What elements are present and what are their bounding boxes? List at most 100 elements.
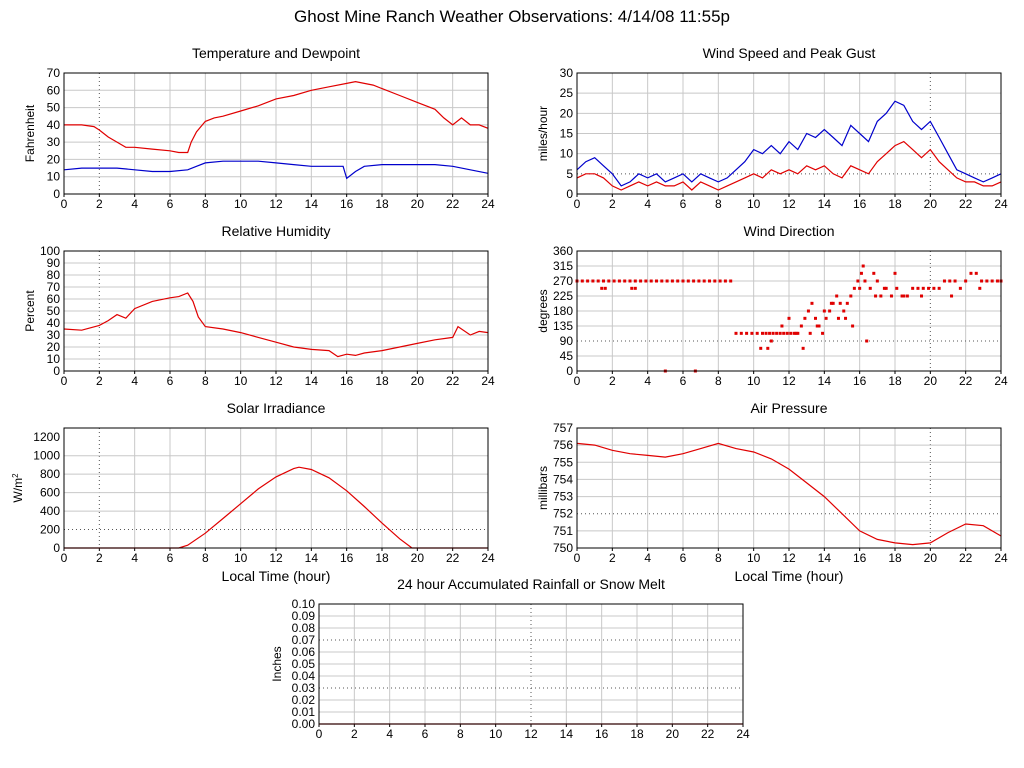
dir-xtick-label: 0: [574, 374, 581, 388]
rh-ytick-label: 20: [47, 340, 61, 354]
dir-point: [686, 279, 690, 283]
dir-ytick-label: 0: [566, 364, 573, 378]
wind-xtick-label: 10: [747, 197, 761, 211]
dir-point: [905, 294, 909, 298]
dir-point: [665, 279, 669, 283]
dir-ytick-label: 180: [553, 304, 573, 318]
dir-point: [780, 324, 784, 328]
dir-point: [789, 331, 793, 335]
dir-point: [794, 331, 798, 335]
temp-ytick-label: 40: [47, 118, 61, 132]
dir-point: [810, 301, 814, 305]
rh-ytick-label: 30: [47, 328, 61, 342]
dir-point: [803, 316, 807, 320]
temp-ytick-label: 70: [47, 66, 61, 80]
pressure-ytick-label: 756: [553, 438, 573, 452]
temp-ytick-label: 60: [47, 83, 61, 97]
rain-ytick-label: 0.00: [292, 717, 316, 731]
dir-point: [799, 324, 803, 328]
dir-point: [865, 339, 869, 343]
dir-xtick-label: 18: [888, 374, 902, 388]
dir-point: [771, 331, 775, 335]
wind-xtick-label: 6: [680, 197, 687, 211]
wind-xtick-label: 18: [888, 197, 902, 211]
dir-point: [596, 279, 600, 283]
solar-ytick-label: 1000: [33, 449, 60, 463]
dir-point: [824, 316, 828, 320]
temp-series-line: [64, 80, 489, 154]
wind-xtick-label: 22: [959, 197, 973, 211]
pressure-xtick-label: 4: [644, 551, 651, 565]
dir-point: [920, 294, 923, 298]
dir-point: [745, 331, 749, 335]
dir-point: [932, 286, 936, 290]
temp-xtick-label: 0: [61, 197, 68, 211]
temp-ytick-label: 30: [47, 135, 61, 149]
dir-point: [785, 331, 789, 335]
dir-point: [660, 279, 664, 283]
dir-point: [953, 279, 957, 283]
dir-frame: [576, 250, 1002, 372]
dir-point: [838, 301, 842, 305]
pressure-xtick-label: 16: [853, 551, 867, 565]
solar-xtick-label: 22: [446, 551, 460, 565]
rh-xtick-label: 12: [269, 374, 283, 388]
dir-point: [623, 279, 627, 283]
dir-point: [842, 309, 846, 313]
solar-frame: [63, 427, 489, 549]
rh-series-line: [63, 292, 489, 358]
temp-xtick-label: 2: [96, 197, 103, 211]
dir-point: [895, 286, 899, 290]
dir-point: [817, 324, 821, 328]
rh-ytick-label: 10: [47, 352, 61, 366]
dir-point: [586, 279, 590, 283]
dir-point: [739, 331, 743, 335]
pressure-xtick-label: 24: [994, 551, 1008, 565]
rain-ytick-label: 0.09: [292, 609, 316, 623]
wind-xtick-label: 24: [994, 197, 1008, 211]
dir-point: [828, 309, 832, 313]
rh-xtick-label: 2: [96, 374, 103, 388]
pressure-ytick-label: 755: [553, 455, 573, 469]
dir-point: [796, 331, 800, 335]
dir-point: [958, 286, 962, 290]
solar-series-line: [64, 466, 488, 549]
temp-ytick-label: 0: [53, 187, 60, 201]
wind-xtick-label: 0: [574, 197, 581, 211]
wind-xtick-label: 20: [924, 197, 938, 211]
temp-series-line: [63, 160, 489, 180]
dir-xtick-label: 6: [680, 374, 687, 388]
temp-xtick-label: 10: [234, 197, 248, 211]
solar-xtick-label: 0: [61, 551, 68, 565]
dir-point: [948, 279, 952, 283]
rain-xtick-label: 2: [351, 727, 358, 741]
dir-point: [900, 294, 904, 298]
dir-point: [718, 279, 722, 283]
rain-ytick-label: 0.04: [292, 669, 316, 683]
dir-point: [676, 279, 680, 283]
dir-point: [734, 331, 738, 335]
dir-point: [692, 279, 696, 283]
rain-xtick-label: 4: [386, 727, 393, 741]
dir-point: [815, 324, 819, 328]
dir-point: [964, 279, 968, 283]
solar-xtick-label: 10: [234, 551, 248, 565]
wind-xtick-label: 4: [644, 197, 651, 211]
dir-point: [764, 331, 768, 335]
dir-point: [852, 286, 856, 290]
dir-point: [612, 279, 616, 283]
dir-point: [670, 279, 674, 283]
pressure-xtick-label: 14: [818, 551, 832, 565]
dir-point: [787, 316, 791, 320]
wind-xtick-label: 12: [782, 197, 796, 211]
dir-point: [969, 271, 973, 275]
solar-xtick-label: 8: [202, 551, 209, 565]
dir-ytick-label: 135: [553, 319, 573, 333]
rain-xtick-label: 0: [316, 727, 323, 741]
rh-xtick-label: 24: [481, 374, 495, 388]
rain-xtick-label: 12: [524, 727, 538, 741]
pressure-ytick-label: 757: [553, 421, 573, 435]
